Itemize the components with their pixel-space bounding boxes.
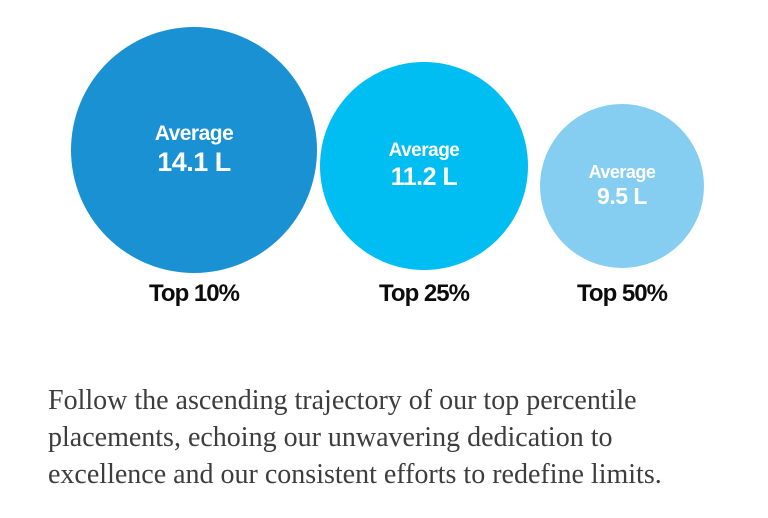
bubble-top-25-series-label: Average <box>388 140 460 162</box>
category-label-top-25: Top 25% <box>379 280 470 307</box>
bubble-top-25: Average 11.2 L <box>320 62 528 270</box>
bubble-top-25-value: 11.2 L <box>390 162 458 191</box>
category-label-top-50: Top 50% <box>577 280 668 307</box>
bubble-top-10: Average 14.1 L <box>71 27 317 273</box>
bubble-top-50-value: 9.5 L <box>597 182 647 209</box>
category-label-top-10: Top 10% <box>149 280 240 307</box>
bubble-top-10-value: 14.1 L <box>157 146 231 177</box>
caption-text: Follow the ascending trajectory of our t… <box>48 385 662 490</box>
bubble-top-50: Average 9.5 L <box>540 104 704 268</box>
bubble-top-10-series-label: Average <box>154 121 234 145</box>
bubble-top-50-series-label: Average <box>588 161 656 182</box>
